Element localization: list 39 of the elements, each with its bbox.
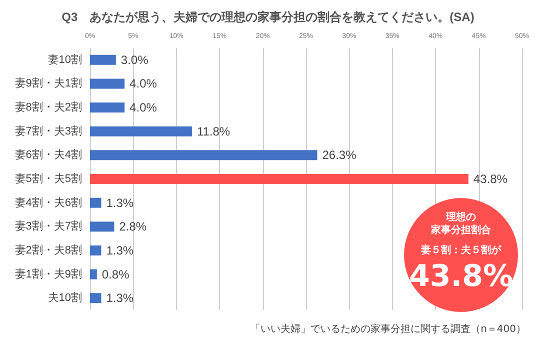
bar [90, 269, 97, 280]
bar [90, 78, 125, 89]
annotation: 家事分担割合 [430, 224, 492, 237]
data-label: 26.3% [322, 148, 357, 162]
chart-title: Q3 あなたが思う、夫婦での理想の家事分担の割合を教えてください。(SA) [62, 10, 474, 24]
data-label: 11.8% [196, 124, 230, 138]
text: 「いい夫婦」でいるための家事分担に関する調査（n＝400） [250, 322, 526, 336]
bar [90, 54, 116, 65]
data-label: 2.8% [119, 220, 147, 234]
y-tick-label: 妻4割・夫6割 [14, 196, 82, 209]
y-tick-label: 妻7割・夫3割 [14, 124, 82, 138]
data-label: 43.8% [473, 172, 508, 186]
data-label: 1.3% [106, 291, 134, 306]
bar [90, 126, 192, 136]
annotation: 妻５割：夫５割が [420, 245, 502, 258]
y-tick-label: 妻1割・夫9割 [14, 267, 82, 280]
y-tick-label: 妻3割・夫7割 [14, 220, 82, 233]
bar [90, 150, 318, 160]
bar [90, 293, 102, 304]
y-tick-label: 妻10割 [48, 52, 82, 66]
y-tick-label: 妻5割・夫5割 [14, 172, 82, 185]
y-tick-label: 妻6割・夫4割 [14, 148, 82, 162]
y-tick-label: 妻9割・夫1割 [14, 76, 82, 90]
bar [90, 222, 114, 232]
data-label: 3.0% [120, 52, 149, 67]
bar [90, 245, 102, 256]
bar [90, 174, 468, 184]
y-tick-label: 夫10割 [48, 291, 82, 304]
bar [90, 198, 102, 208]
annotation: 43.8% [408, 258, 514, 295]
y-tick-label: 妻2割・夫8割 [14, 243, 82, 256]
data-label: 1.3% [106, 243, 134, 258]
y-tick-label: 妻8割・夫2割 [14, 100, 82, 114]
annotation: 理想の [444, 212, 477, 224]
data-label: 0.8% [102, 267, 130, 282]
data-label: 4.0% [130, 76, 158, 91]
bar [90, 102, 125, 113]
data-label: 1.3% [106, 196, 134, 210]
data-label: 4.0% [130, 100, 158, 115]
